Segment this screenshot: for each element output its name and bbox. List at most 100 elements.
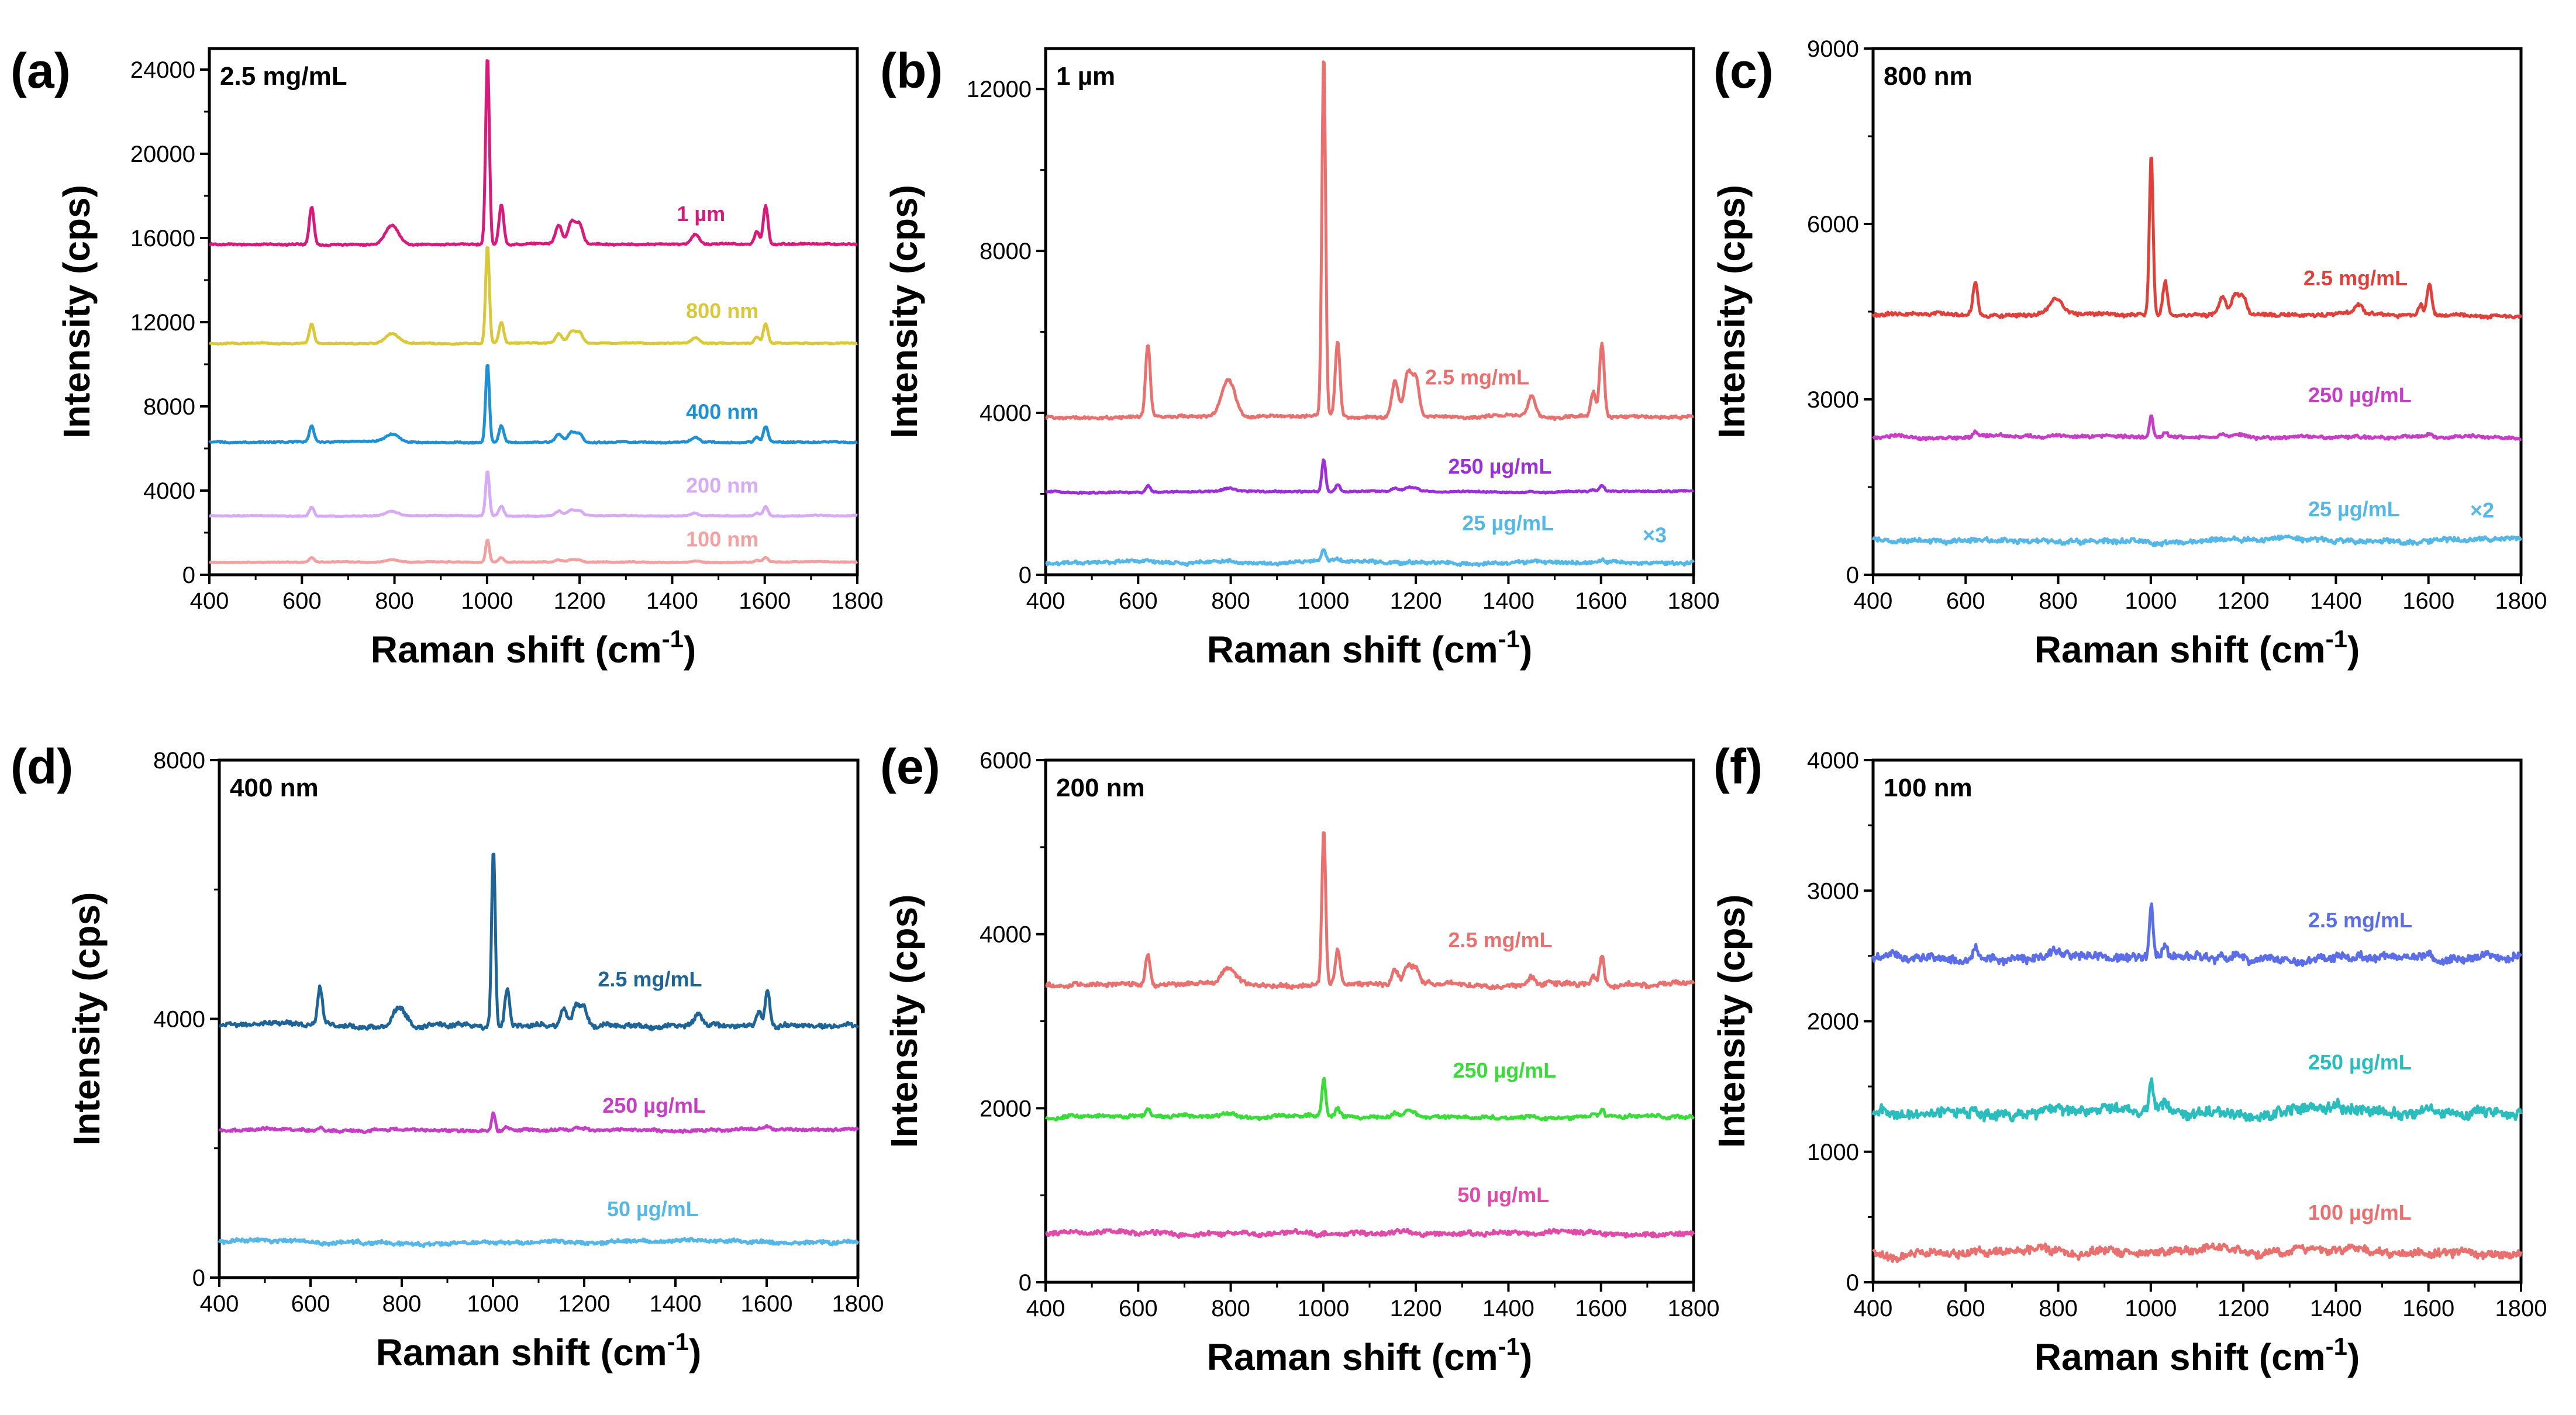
x-tick-label: 1800 <box>832 1291 884 1317</box>
series-label: 50 µg/mL <box>1457 1183 1549 1207</box>
x-tick-label: 1600 <box>2402 1296 2454 1321</box>
y-tick-label: 6000 <box>980 748 1032 774</box>
spectrum-line <box>1871 534 2523 548</box>
y-tick-label: 0 <box>182 562 195 588</box>
y-tick-label: 24000 <box>130 57 195 83</box>
x-tick-label: 600 <box>1119 588 1158 614</box>
panel-label: (f) <box>1713 739 1763 794</box>
series-label: 50 µg/mL <box>607 1197 699 1221</box>
panel-b: (b) 400 600 800 1000 1200 1400 1600 1800 0 4000 800… <box>880 43 1719 671</box>
x-tick-label: 800 <box>1211 588 1250 614</box>
x-axis-title: Raman shift (cm-1) <box>376 1328 702 1373</box>
spectrum-line <box>209 59 858 247</box>
spectrum-line <box>209 539 858 565</box>
x-tick-label: 1000 <box>2125 1296 2177 1321</box>
x-tick-label: 800 <box>382 1291 422 1317</box>
x-tick-label: 1400 <box>646 588 698 614</box>
x-axis-title: Raman shift (cm-1) <box>1207 625 1533 671</box>
x-tick-label: 400 <box>1854 588 1893 614</box>
x-axis-title: Raman shift (cm-1) <box>1207 1333 1533 1378</box>
y-axis-title: Intensity (cps) <box>65 892 108 1146</box>
y-tick-label: 8000 <box>980 239 1032 264</box>
x-tick-label: 600 <box>1946 1296 1985 1321</box>
spectrum-line <box>1871 1077 2523 1123</box>
y-tick-label: 0 <box>1019 562 1032 588</box>
y-axis-title: Intensity (cps) <box>1711 185 1753 439</box>
spectrum-line <box>218 1237 860 1248</box>
x-tick-label: 1200 <box>558 1291 611 1317</box>
y-tick-label: 20000 <box>130 142 195 167</box>
y-tick-label: 4000 <box>153 1007 205 1033</box>
x-tick-label: 1400 <box>1482 1296 1534 1321</box>
x-tick-label: 1600 <box>1575 1296 1627 1321</box>
y-tick-label: 3000 <box>1807 878 1859 904</box>
y-tick-label: 12000 <box>130 310 195 336</box>
x-tick-label: 800 <box>2039 1296 2078 1321</box>
y-tick-label: 0 <box>1846 562 1859 588</box>
x-tick-label: 1200 <box>2218 1296 2270 1321</box>
plot-frame <box>208 47 859 577</box>
y-tick-label: 3000 <box>1807 387 1859 413</box>
spectrum-line <box>218 1111 860 1134</box>
spectrum-line <box>208 364 858 445</box>
series-label: 400 nm <box>686 400 758 424</box>
y-tick-label: 4000 <box>1807 748 1859 774</box>
spectrum-line <box>1045 60 1694 422</box>
y-tick-label: 6000 <box>1807 212 1859 237</box>
x-tick-label: 600 <box>291 1291 330 1317</box>
y-tick-label: 0 <box>192 1265 205 1291</box>
panel-label: (e) <box>880 739 940 794</box>
series-label: 1 µm <box>677 202 725 226</box>
spectrum-line <box>1872 414 2522 441</box>
y-tick-label: 4000 <box>980 922 1032 948</box>
spectrum-line <box>1871 902 2523 967</box>
x-tick-label: 400 <box>1026 1296 1065 1321</box>
y-tick-label: 0 <box>1846 1270 1859 1296</box>
x-tick-label: 1800 <box>1668 588 1720 614</box>
x-tick-label: 1000 <box>1297 1296 1349 1321</box>
series-label: 200 nm <box>686 474 758 498</box>
x-tick-label: 1400 <box>650 1291 702 1317</box>
panel-title: 2.5 mg/mL <box>220 62 347 91</box>
x-axis-title: Raman shift (cm-1) <box>2034 625 2360 671</box>
series-label: 250 µg/mL <box>602 1093 706 1117</box>
y-tick-label: 2000 <box>1807 1009 1859 1035</box>
panel-title: 400 nm <box>230 774 319 802</box>
x-tick-label: 1400 <box>2310 1296 2362 1321</box>
y-tick-label: 4000 <box>980 401 1032 426</box>
x-tick-label: 1400 <box>2310 588 2362 614</box>
series-label: 100 µg/mL <box>2308 1200 2412 1224</box>
x-tick-label: 1800 <box>2495 588 2547 614</box>
series-label: 250 µg/mL <box>2308 383 2412 407</box>
x-tick-label: 400 <box>190 588 229 614</box>
x-tick-label: 1800 <box>1668 1296 1720 1321</box>
series-label: 250 µg/mL <box>1449 454 1552 478</box>
panel-label: (a) <box>11 43 71 98</box>
panel-d: (d) 400 600 800 1000 1200 1400 1600 1800 0 4000 800… <box>11 739 884 1373</box>
plot-frame <box>1044 47 1695 577</box>
panel-label: (d) <box>11 739 73 794</box>
x-tick-label: 400 <box>1026 588 1065 614</box>
x-tick-label: 1200 <box>554 588 606 614</box>
x-tick-label: 800 <box>1211 1296 1250 1321</box>
y-axis-title: Intensity (cps) <box>883 185 925 439</box>
spectrum-line <box>209 246 858 346</box>
panel-title: 100 nm <box>1884 774 1972 802</box>
panel-c: (c) 400 600 800 1000 1200 1400 1600 1800 0 3000 600… <box>1711 36 2547 671</box>
y-tick-label: 8000 <box>143 394 195 420</box>
x-tick-label: 1600 <box>2402 588 2454 614</box>
x-tick-label: 1000 <box>461 588 513 614</box>
series-label: 2.5 mg/mL <box>2303 266 2408 290</box>
series-label: 2.5 mg/mL <box>2308 908 2412 932</box>
spectrum-line <box>218 853 860 1031</box>
spectrum-line <box>1872 1242 2523 1264</box>
panel-a: (a) 400 600 800 1000 1200 1400 1600 1800 0 4000 800… <box>11 43 883 671</box>
spectrum-line <box>1044 1076 1695 1122</box>
x-tick-label: 800 <box>375 588 414 614</box>
y-tick-label: 4000 <box>143 478 195 504</box>
x-tick-label: 1200 <box>1390 1296 1442 1321</box>
series-label: 2.5 mg/mL <box>1425 365 1529 389</box>
x-tick-label: 1800 <box>832 588 884 614</box>
panel-title: 800 nm <box>1884 62 1972 91</box>
